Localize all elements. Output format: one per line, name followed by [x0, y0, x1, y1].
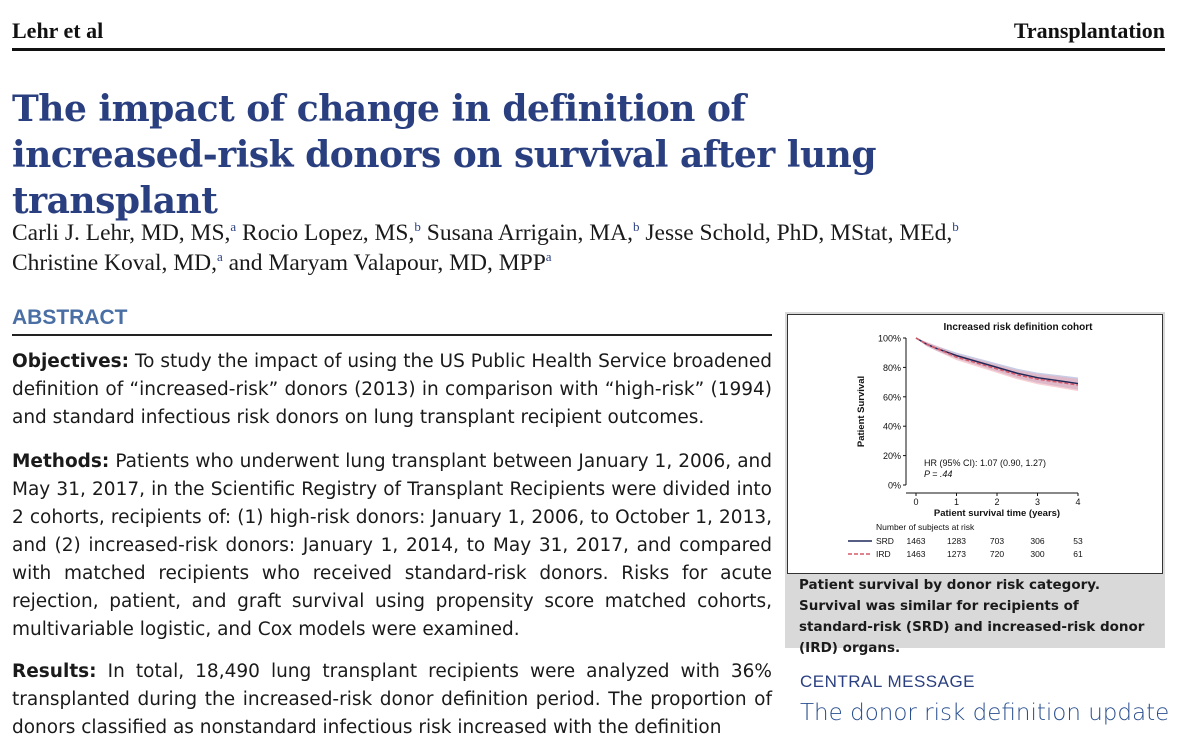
risk-count: 306: [1030, 536, 1044, 546]
risk-count: 1463: [907, 536, 926, 546]
author: Susana Arrigain, MA,b: [426, 219, 640, 246]
series-line-srd: [915, 337, 1079, 385]
objectives-text: To study the impact of using the US Publ…: [12, 351, 773, 428]
hazard-ratio-annotation: HR (95% CI): 1.07 (0.90, 1.27): [924, 458, 1046, 468]
y-tick-label: 40%: [883, 422, 901, 432]
x-tick-label: 0: [913, 497, 918, 507]
author: Rocio Lopez, MS,b: [242, 219, 421, 246]
y-tick-label: 80%: [883, 363, 901, 373]
risk-count: 703: [990, 536, 1004, 546]
y-axis-label: Patient Survival: [856, 376, 867, 447]
x-tick-label: 1: [954, 497, 959, 507]
results-label: Results:: [12, 661, 97, 682]
methods-label: Methods:: [12, 451, 110, 472]
abstract-heading: ABSTRACT: [12, 306, 772, 336]
legend-label-ird: IRD: [876, 549, 891, 559]
risk-table-title: Number of subjects at risk: [876, 522, 975, 532]
objectives-label: Objectives:: [12, 351, 130, 372]
risk-count: 1273: [947, 549, 966, 559]
series-line-ird: [915, 337, 1079, 386]
running-header-authors: Lehr et al: [12, 18, 104, 43]
km-survival-chart: Increased risk definition cohort 0% 20% 40%…: [848, 322, 1094, 559]
figure-caption: Patient survival by donor risk category.…: [799, 577, 1145, 656]
y-tick-label: 20%: [883, 451, 901, 461]
y-tick-label: 100%: [878, 334, 901, 344]
abstract-objectives: Objectives: To study the impact of using…: [12, 348, 772, 432]
risk-count: 53: [1073, 536, 1083, 546]
author-list: Carli J. Lehr, MD, MS,a Rocio Lopez, MS,…: [12, 218, 1177, 278]
graphical-abstract-figure: Increased risk definition cohort 0% 20% 40%…: [785, 312, 1165, 656]
author: Jesse Schold, PhD, MStat, MEd,b: [645, 219, 959, 246]
results-text: In total, 18,490 lung transplant recipie…: [12, 661, 772, 738]
central-message-heading: CENTRAL MESSAGE: [800, 672, 976, 691]
central-message-text: The donor risk definition update: [800, 700, 1170, 726]
author: Christine Koval, MD,a: [12, 249, 223, 276]
x-tick-label: 2: [994, 497, 999, 507]
running-header-journal: Transplantation: [1013, 18, 1165, 43]
y-tick-label: 0%: [888, 481, 901, 491]
x-tick-label: 3: [1035, 497, 1040, 507]
methods-text: Patients who underwent lung transplant b…: [12, 451, 772, 640]
legend-label-srd: SRD: [876, 536, 894, 546]
x-axis-label: Patient survival time (years): [934, 508, 1060, 519]
running-header: Lehr et al Transplantation: [12, 16, 1165, 51]
risk-count: 720: [990, 549, 1004, 559]
km-chart-panel: Increased risk definition cohort 0% 20% 40%…: [787, 314, 1163, 574]
risk-count: 300: [1030, 549, 1044, 559]
p-value-annotation: P = .44: [924, 469, 952, 479]
abstract-results: Results: In total, 18,490 lung transplan…: [12, 658, 772, 742]
author: and Maryam Valapour, MD, MPPa: [228, 249, 552, 276]
risk-count: 1463: [907, 549, 926, 559]
abstract-methods: Methods: Patients who underwent lung tra…: [12, 448, 772, 644]
x-tick-label: 4: [1075, 497, 1080, 507]
risk-count: 61: [1073, 549, 1083, 559]
author: Carli J. Lehr, MD, MS,a: [12, 219, 237, 246]
risk-count: 1283: [947, 536, 966, 546]
chart-title: Increased risk definition cohort: [944, 322, 1094, 333]
y-tick-label: 60%: [883, 392, 901, 402]
article-title: The impact of change in definition of in…: [12, 88, 877, 222]
